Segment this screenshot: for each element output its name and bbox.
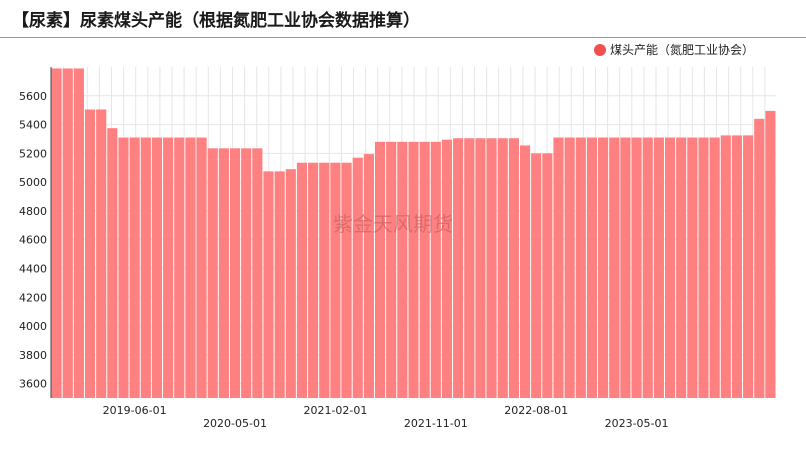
bar	[274, 171, 285, 398]
bar	[743, 135, 754, 398]
bar	[363, 154, 374, 398]
bar	[575, 137, 586, 398]
y-tick-label: 4000	[19, 320, 47, 333]
x-tick-label: 2023-05-01	[605, 417, 669, 430]
y-tick-label: 4200	[19, 291, 47, 304]
title-divider	[0, 37, 806, 38]
bar	[207, 148, 218, 398]
bar	[519, 145, 531, 398]
bar	[84, 109, 96, 398]
bar	[508, 138, 519, 399]
bar	[386, 141, 397, 398]
y-tick-label: 5600	[19, 90, 47, 103]
y-tick-label: 4400	[19, 262, 47, 275]
bar	[229, 148, 241, 398]
bar	[653, 137, 664, 398]
bar	[598, 137, 609, 398]
bar	[241, 148, 252, 398]
legend-label: 煤头产能（氮肥工业协会）	[610, 43, 755, 57]
bar	[62, 68, 73, 398]
bar	[731, 135, 743, 398]
bar	[140, 137, 151, 398]
bar	[564, 137, 575, 398]
bar	[51, 68, 62, 398]
y-tick-label: 5400	[19, 119, 47, 132]
bar	[252, 148, 263, 398]
bar	[475, 138, 486, 399]
bar	[151, 137, 163, 398]
bar	[341, 162, 352, 398]
x-tick-label: 2019-06-01	[103, 404, 167, 417]
bar	[620, 137, 631, 398]
bar	[553, 137, 564, 398]
x-tick-label: 2020-05-01	[203, 417, 267, 430]
bar	[453, 138, 464, 399]
bar	[330, 162, 341, 398]
bar	[352, 157, 363, 398]
bar	[319, 162, 330, 398]
y-tick-label: 5200	[19, 147, 47, 160]
bar	[609, 137, 620, 398]
y-tick-label: 5000	[19, 176, 47, 189]
bar	[687, 137, 698, 398]
bar	[720, 135, 731, 398]
x-tick-label: 2021-02-01	[303, 404, 367, 417]
bar	[118, 137, 129, 398]
bar	[698, 137, 709, 398]
bar	[441, 139, 453, 398]
bar	[196, 137, 207, 398]
bar	[397, 141, 408, 398]
bar	[486, 138, 497, 399]
x-tick-label: 2021-11-01	[404, 417, 468, 430]
bar	[464, 138, 475, 399]
bar	[218, 148, 229, 398]
bar	[185, 137, 196, 398]
bar	[754, 118, 765, 399]
bar	[308, 162, 319, 398]
bar	[676, 137, 687, 398]
bar	[542, 153, 553, 398]
bar	[419, 141, 430, 398]
bar	[174, 137, 185, 398]
bar	[263, 171, 274, 398]
chart-title: 【尿素】尿素煤头产能（根据氮肥工业协会数据推算）	[12, 11, 420, 31]
bar	[709, 137, 720, 398]
bar	[408, 141, 419, 398]
bar	[430, 141, 441, 398]
bar	[642, 137, 653, 398]
bar	[374, 141, 386, 398]
bar	[497, 138, 508, 399]
bar	[765, 110, 776, 398]
bar	[73, 68, 84, 398]
watermark: 紫金天风期货	[333, 212, 453, 236]
bar	[631, 137, 642, 398]
bar	[531, 153, 542, 398]
y-tick-label: 4600	[19, 234, 47, 247]
legend[interactable]: 煤头产能（氮肥工业协会）	[594, 41, 754, 58]
bar	[586, 137, 598, 398]
bar	[296, 162, 308, 398]
bar	[96, 109, 107, 398]
y-tick-label: 3800	[19, 349, 47, 362]
y-tick-label: 3600	[19, 378, 47, 391]
bar	[129, 137, 140, 398]
x-tick-label: 2022-08-01	[504, 404, 568, 417]
bar	[664, 137, 676, 398]
y-tick-label: 4800	[19, 205, 47, 218]
bar	[285, 169, 296, 398]
legend-marker	[594, 43, 606, 56]
bar	[107, 128, 118, 399]
bar	[163, 137, 174, 398]
